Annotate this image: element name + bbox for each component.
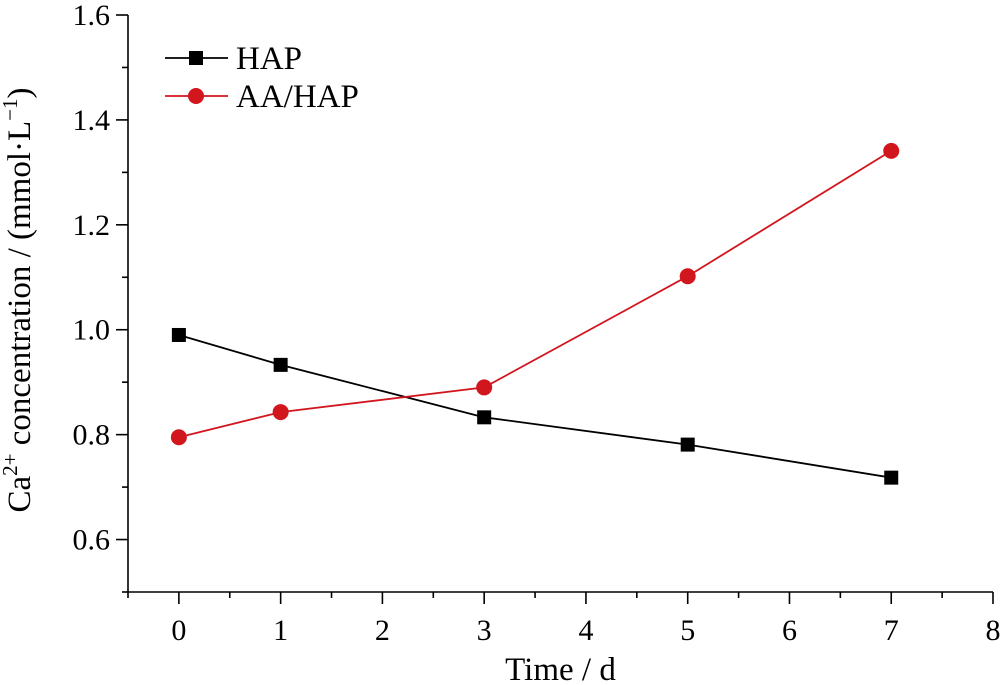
y-title-sup: 2+ — [0, 454, 22, 476]
x-tick-label: 4 — [578, 614, 593, 647]
x-axis-title: Time / d — [505, 652, 616, 685]
y-tick-label: 1.2 — [73, 209, 111, 242]
legend-label: HAP — [236, 41, 302, 77]
y-tick-label: 1.4 — [73, 104, 111, 137]
legend-marker — [188, 88, 204, 104]
x-tick-label: 0 — [171, 614, 186, 647]
x-tick-label: 1 — [273, 614, 288, 647]
data-point-circle — [883, 142, 900, 159]
legend-label: AA/HAP — [236, 79, 359, 115]
y-tick-label: 1.0 — [73, 314, 111, 347]
ticks: 0 1 2 3 4 5 6 7 8 0.6 0.8 1.0 1.2 1.4 1.6 — [73, 0, 1000, 647]
x-tick-label: 3 — [477, 614, 492, 647]
y-tick-label: 0.6 — [73, 524, 111, 557]
data-point-square — [680, 437, 695, 452]
data-point-square — [884, 470, 899, 485]
data-point-circle — [679, 268, 696, 285]
data-point-square — [171, 327, 186, 342]
y-title-dot: · — [2, 141, 38, 152]
legend-marker — [189, 51, 203, 65]
data-point-square — [477, 410, 492, 425]
x-tick-label: 2 — [375, 614, 390, 647]
data-point-circle — [476, 379, 493, 396]
x-tick-label: 6 — [782, 614, 797, 647]
axes — [127, 15, 993, 593]
x-tick-label: 5 — [680, 614, 695, 647]
y-title-prefix: Ca — [2, 476, 38, 513]
data-point-circle — [170, 429, 187, 446]
data-point-circle — [272, 404, 289, 421]
y-title-sup2: −1 — [0, 98, 22, 120]
series-layer — [170, 142, 900, 485]
series-line — [178, 150, 892, 439]
x-tick-label: 7 — [884, 614, 899, 647]
y-axis-title: Ca2+ concentration / (mmol·L−1) — [0, 87, 38, 512]
y-title-suffix: ) — [2, 87, 38, 98]
y-title-unit: L — [2, 121, 38, 141]
y-tick-label: 1.6 — [73, 0, 111, 32]
y-title-middle: concentration / (mmol — [2, 152, 38, 454]
x-tick-label: 8 — [986, 614, 1000, 647]
y-tick-label: 0.8 — [73, 419, 111, 452]
data-point-square — [273, 357, 288, 372]
